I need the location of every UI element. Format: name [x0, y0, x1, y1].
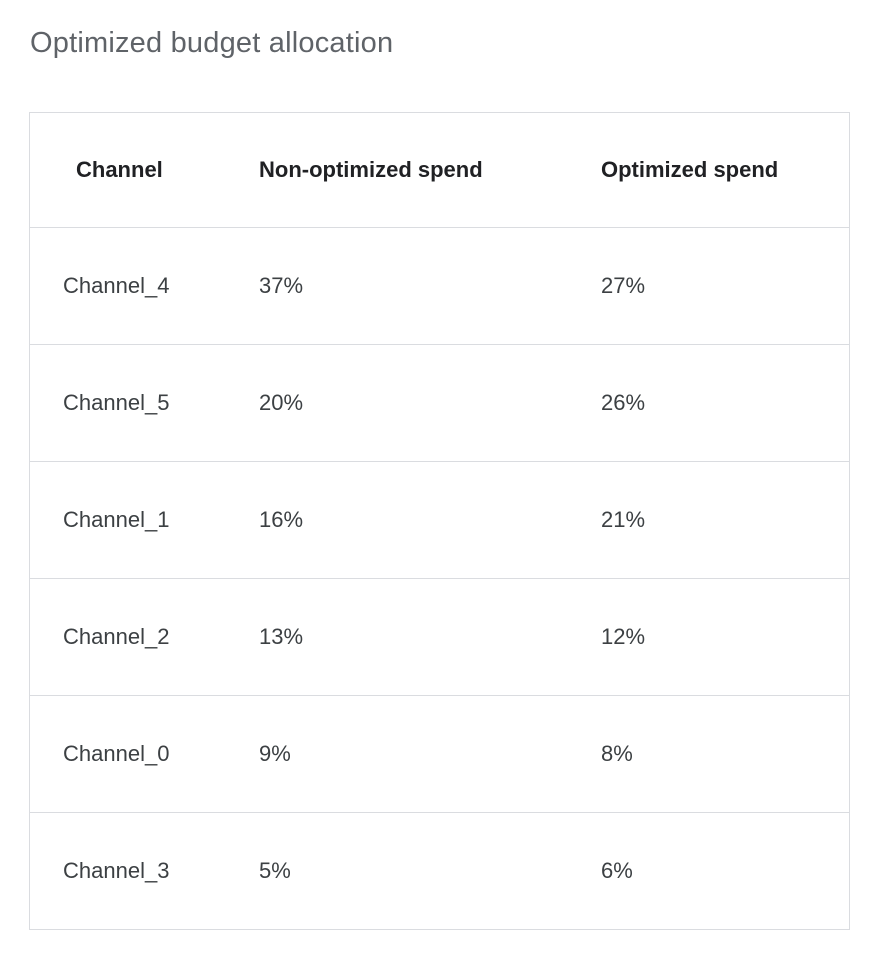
budget-allocation-table-container: Channel Non-optimized spend Optimized sp… — [29, 111, 850, 930]
channel-cell: Channel_3 — [63, 857, 170, 883]
page-title: Optimized budget allocation — [30, 27, 394, 59]
table-row: Channel_1 16% 21% — [30, 461, 849, 579]
header-row: Channel Non-optimized spend Optimized sp… — [30, 112, 849, 228]
optimized-spend-cell: 26% — [601, 344, 849, 462]
channel-cell: Channel_4 — [30, 227, 259, 345]
table-row: Channel_0 9% 8% — [30, 695, 849, 813]
budget-allocation-table: Channel Non-optimized spend Optimized sp… — [30, 112, 849, 929]
optimized-spend-cell: 27% — [601, 227, 849, 345]
optimized-spend-cell: 8% — [601, 695, 849, 813]
non-optimized-spend-cell: 13% — [259, 578, 601, 696]
channel-cell: Channel_5 — [30, 344, 259, 462]
channel-cell: Channel_0 — [30, 695, 259, 813]
optimized-spend-cell: 12% — [601, 578, 849, 696]
table-row: Channel_5 20% 26% — [30, 344, 849, 462]
column-header-optimized-spend: Optimized spend — [601, 112, 849, 228]
optimized-spend-cell: 21% — [601, 461, 849, 579]
column-header-non-optimized-spend: Non-optimized spend — [259, 112, 601, 228]
table-row: Channel_3 5% 6% — [30, 812, 849, 929]
table-row: Channel_2 13% 12% — [30, 578, 849, 696]
table-body: Channel_4 37% 27% Channel_5 20% 26% Chan… — [30, 227, 849, 929]
non-optimized-spend-cell: 37% — [259, 227, 601, 345]
table-header: Channel Non-optimized spend Optimized sp… — [30, 112, 849, 228]
column-header-channel: Channel — [30, 112, 259, 228]
non-optimized-spend-cell: 20% — [259, 344, 601, 462]
non-optimized-spend-cell: 9% — [259, 695, 601, 813]
channel-cell: Channel_1 — [30, 461, 259, 579]
table-row: Channel_4 37% 27% — [30, 227, 849, 345]
optimized-spend-cell: 6% — [601, 857, 633, 883]
channel-cell: Channel_2 — [30, 578, 259, 696]
non-optimized-spend-cell: 5% — [259, 857, 291, 883]
non-optimized-spend-cell: 16% — [259, 461, 601, 579]
